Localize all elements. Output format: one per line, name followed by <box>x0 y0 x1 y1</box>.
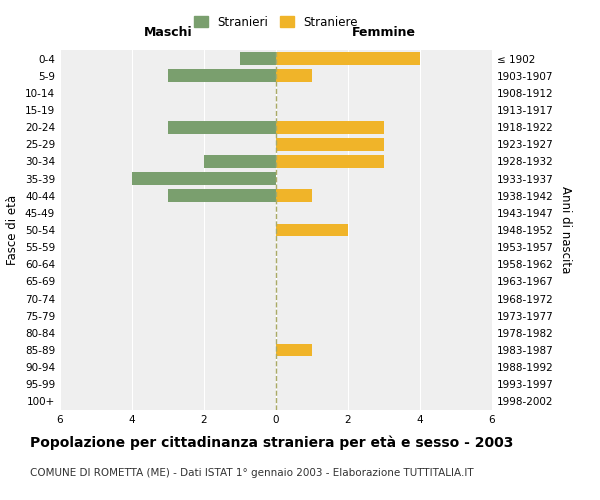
Bar <box>276 138 384 150</box>
Text: Femmine: Femmine <box>352 26 416 39</box>
Bar <box>276 224 348 236</box>
Bar <box>168 70 276 82</box>
Bar <box>276 120 384 134</box>
Bar <box>204 155 276 168</box>
Text: Maschi: Maschi <box>143 26 193 39</box>
Text: COMUNE DI ROMETTA (ME) - Dati ISTAT 1° gennaio 2003 - Elaborazione TUTTITALIA.IT: COMUNE DI ROMETTA (ME) - Dati ISTAT 1° g… <box>30 468 473 477</box>
Y-axis label: Anni di nascita: Anni di nascita <box>559 186 572 274</box>
Bar <box>132 172 276 185</box>
Bar <box>276 70 312 82</box>
Legend: Stranieri, Straniere: Stranieri, Straniere <box>189 11 363 34</box>
Bar <box>240 52 276 65</box>
Text: Popolazione per cittadinanza straniera per età e sesso - 2003: Popolazione per cittadinanza straniera p… <box>30 435 514 450</box>
Bar <box>276 190 312 202</box>
Bar <box>168 120 276 134</box>
Bar <box>276 52 420 65</box>
Bar <box>276 344 312 356</box>
Y-axis label: Fasce di età: Fasce di età <box>7 195 19 265</box>
Bar <box>276 155 384 168</box>
Bar <box>168 190 276 202</box>
